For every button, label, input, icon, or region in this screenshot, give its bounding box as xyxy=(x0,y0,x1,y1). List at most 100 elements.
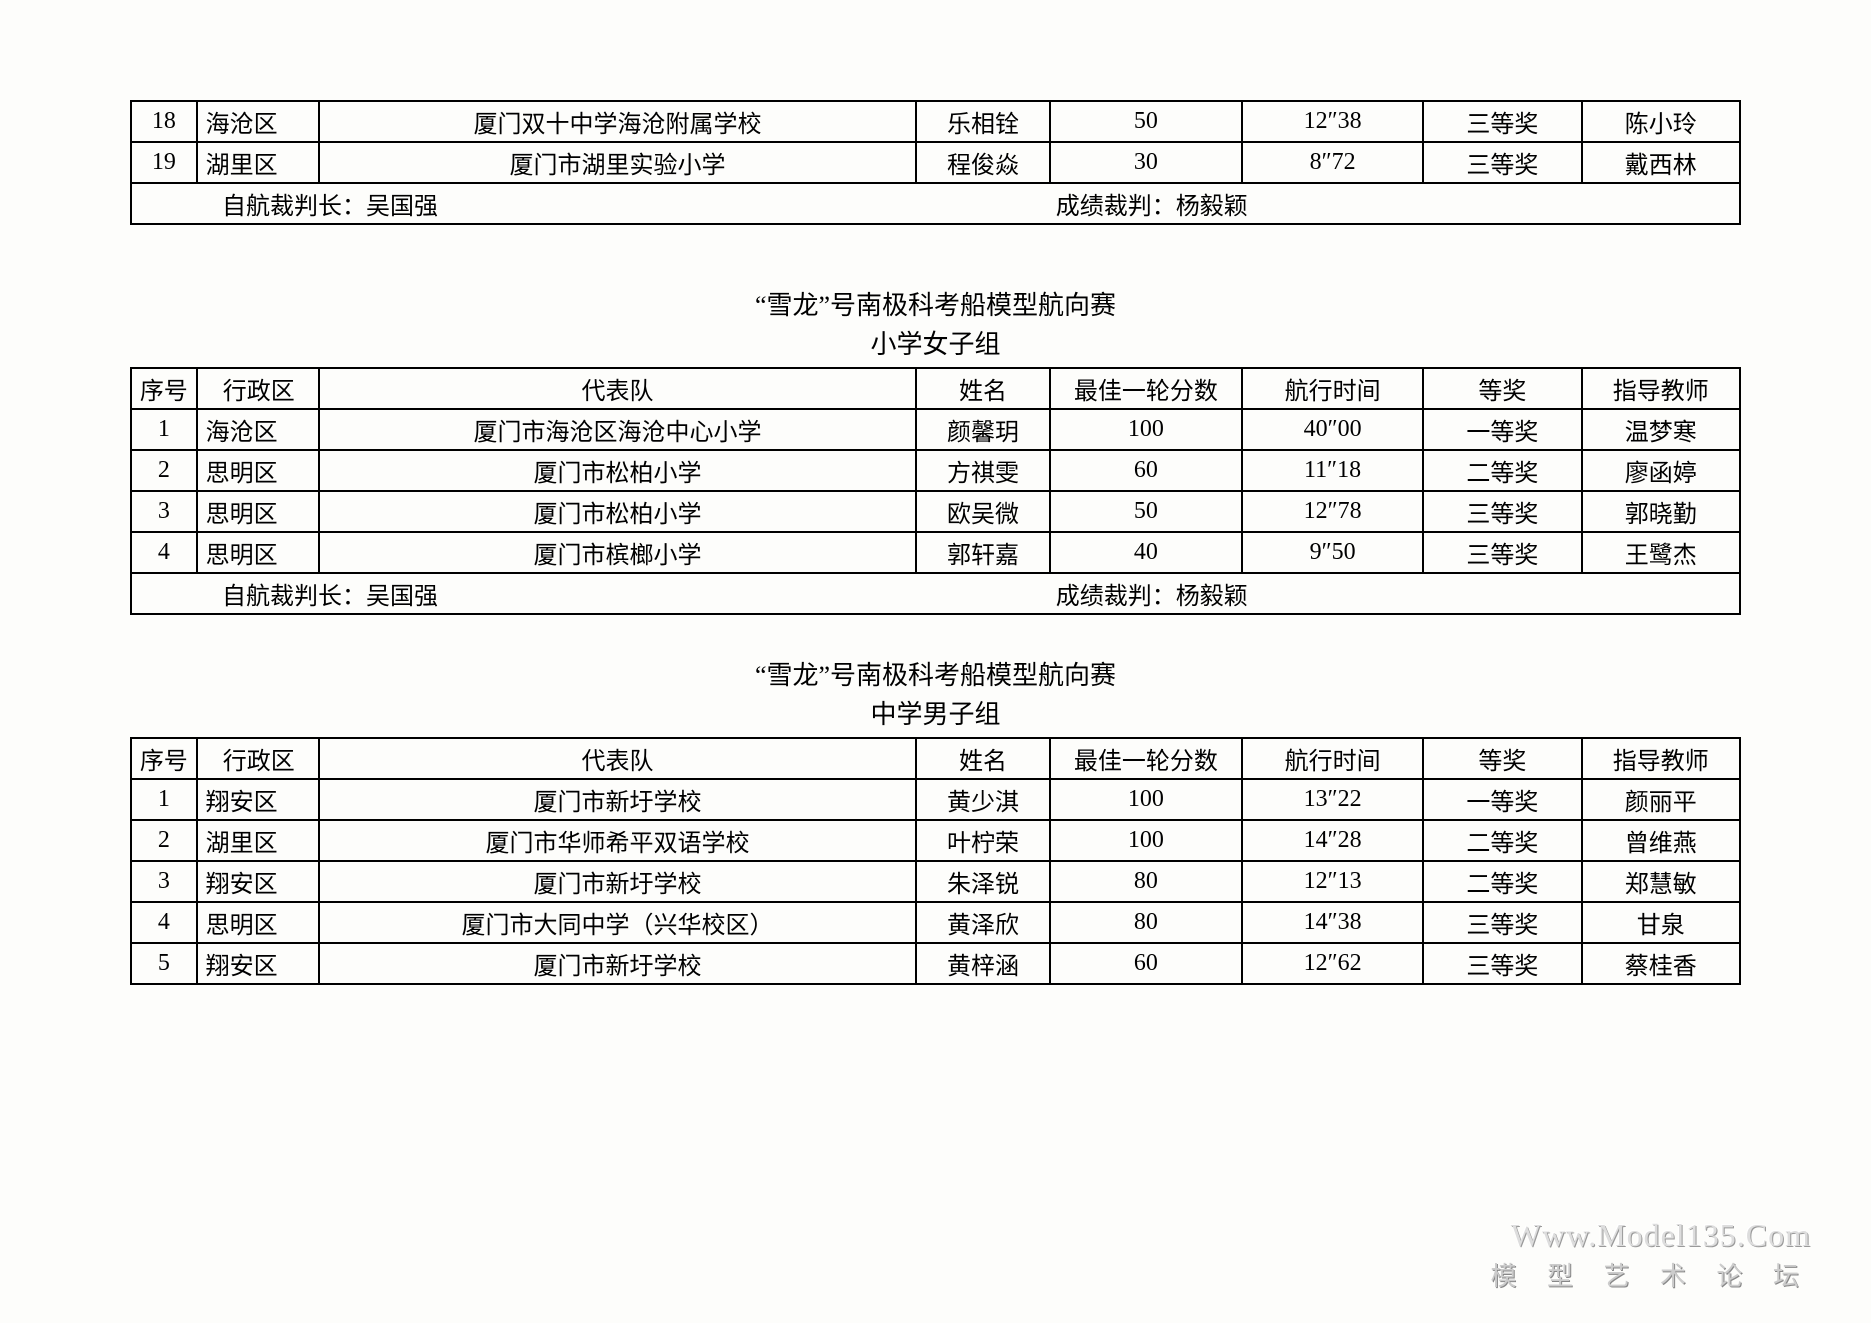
results-table-section2: 序号 行政区 代表队 姓名 最佳一轮分数 航行时间 等奖 指导教师 1海沧区厦门… xyxy=(130,367,1741,615)
cell-score: 60 xyxy=(1050,943,1242,984)
cell-teacher: 廖函婷 xyxy=(1582,450,1740,491)
header-teacher: 指导教师 xyxy=(1582,738,1740,779)
cell-award: 三等奖 xyxy=(1423,532,1581,573)
section2-subtitle: 小学女子组 xyxy=(130,324,1741,361)
table-row: 1翔安区厦门市新圩学校黄少淇10013″22一等奖颜丽平 xyxy=(131,779,1740,820)
header-teacher: 指导教师 xyxy=(1582,368,1740,409)
cell-seq: 1 xyxy=(131,779,197,820)
cell-time: 12″78 xyxy=(1242,491,1423,532)
cell-district: 思明区 xyxy=(197,902,319,943)
cell-award: 三等奖 xyxy=(1423,491,1581,532)
table-row: 1海沧区厦门市海沧区海沧中心小学颜馨玥10040″00一等奖温梦寒 xyxy=(131,409,1740,450)
table-row: 19湖里区厦门市湖里实验小学程俊焱308″72三等奖戴西林 xyxy=(131,142,1740,183)
cell-teacher: 郑慧敏 xyxy=(1582,861,1740,902)
cell-score: 80 xyxy=(1050,902,1242,943)
cell-name: 叶柠荣 xyxy=(916,820,1050,861)
cell-time: 12″13 xyxy=(1242,861,1423,902)
cell-district: 湖里区 xyxy=(197,820,319,861)
cell-score: 60 xyxy=(1050,450,1242,491)
table-row: 3翔安区厦门市新圩学校朱泽锐8012″13二等奖郑慧敏 xyxy=(131,861,1740,902)
cell-team: 厦门市松柏小学 xyxy=(319,491,916,532)
header-time: 航行时间 xyxy=(1242,368,1423,409)
cell-name: 郭轩嘉 xyxy=(916,532,1050,573)
cell-award: 二等奖 xyxy=(1423,820,1581,861)
cell-time: 12″62 xyxy=(1242,943,1423,984)
table-row: 3思明区厦门市松柏小学欧吴微5012″78三等奖郭晓勤 xyxy=(131,491,1740,532)
header-score: 最佳一轮分数 xyxy=(1050,368,1242,409)
table-row: 5翔安区厦门市新圩学校黄梓涵6012″62三等奖蔡桂香 xyxy=(131,943,1740,984)
cell-time: 40″00 xyxy=(1242,409,1423,450)
cell-award: 二等奖 xyxy=(1423,861,1581,902)
table-row: 2思明区厦门市松柏小学方祺雯6011″18二等奖廖函婷 xyxy=(131,450,1740,491)
cell-district: 思明区 xyxy=(197,450,319,491)
header-name: 姓名 xyxy=(916,368,1050,409)
section3-subtitle: 中学男子组 xyxy=(130,694,1741,731)
header-time: 航行时间 xyxy=(1242,738,1423,779)
cell-name: 欧吴微 xyxy=(916,491,1050,532)
cell-seq: 5 xyxy=(131,943,197,984)
cell-teacher: 温梦寒 xyxy=(1582,409,1740,450)
header-name: 姓名 xyxy=(916,738,1050,779)
cell-name: 方祺雯 xyxy=(916,450,1050,491)
cell-district: 海沧区 xyxy=(197,409,319,450)
header-seq: 序号 xyxy=(131,368,197,409)
cell-team: 厦门市湖里实验小学 xyxy=(319,142,916,183)
cell-seq: 1 xyxy=(131,409,197,450)
table-row: 2湖里区厦门市华师希平双语学校叶柠荣10014″28二等奖曾维燕 xyxy=(131,820,1740,861)
cell-time: 14″28 xyxy=(1242,820,1423,861)
cell-seq: 2 xyxy=(131,450,197,491)
cell-seq: 18 xyxy=(131,101,197,142)
cell-award: 三等奖 xyxy=(1423,943,1581,984)
watermark-cn: 模 型 艺 术 论 坛 xyxy=(1490,1256,1811,1293)
cell-teacher: 戴西林 xyxy=(1582,142,1740,183)
watermark-url: Www.Model135.Com xyxy=(1490,1217,1811,1254)
cell-score: 30 xyxy=(1050,142,1242,183)
cell-name: 黄少淇 xyxy=(916,779,1050,820)
watermark: Www.Model135.Com 模 型 艺 术 论 坛 xyxy=(1490,1217,1811,1293)
cell-score: 100 xyxy=(1050,779,1242,820)
score-judge: 成绩裁判：杨毅颖 xyxy=(1050,183,1740,224)
cell-seq: 3 xyxy=(131,861,197,902)
judges-row: 自航裁判长：吴国强 成绩裁判：杨毅颖 xyxy=(131,183,1740,224)
cell-team: 厦门市华师希平双语学校 xyxy=(319,820,916,861)
cell-teacher: 郭晓勤 xyxy=(1582,491,1740,532)
cell-team: 厦门市大同中学（兴华校区） xyxy=(319,902,916,943)
header-team: 代表队 xyxy=(319,368,916,409)
results-table-top: 18海沧区厦门双十中学海沧附属学校乐相铨5012″38三等奖陈小玲19湖里区厦门… xyxy=(130,100,1741,225)
header-award: 等奖 xyxy=(1423,368,1581,409)
table-header-row: 序号 行政区 代表队 姓名 最佳一轮分数 航行时间 等奖 指导教师 xyxy=(131,738,1740,779)
cell-name: 朱泽锐 xyxy=(916,861,1050,902)
cell-district: 思明区 xyxy=(197,491,319,532)
judges-row: 自航裁判长：吴国强 成绩裁判：杨毅颖 xyxy=(131,573,1740,614)
cell-score: 50 xyxy=(1050,491,1242,532)
table-header-row: 序号 行政区 代表队 姓名 最佳一轮分数 航行时间 等奖 指导教师 xyxy=(131,368,1740,409)
header-award: 等奖 xyxy=(1423,738,1581,779)
cell-teacher: 曾维燕 xyxy=(1582,820,1740,861)
cell-team: 厦门市松柏小学 xyxy=(319,450,916,491)
table-row: 4思明区厦门市大同中学（兴华校区）黄泽欣8014″38三等奖甘泉 xyxy=(131,902,1740,943)
cell-seq: 2 xyxy=(131,820,197,861)
cell-teacher: 王鹭杰 xyxy=(1582,532,1740,573)
cell-team: 厦门市海沧区海沧中心小学 xyxy=(319,409,916,450)
cell-time: 9″50 xyxy=(1242,532,1423,573)
cell-award: 一等奖 xyxy=(1423,409,1581,450)
cell-award: 二等奖 xyxy=(1423,450,1581,491)
cell-district: 翔安区 xyxy=(197,861,319,902)
cell-district: 翔安区 xyxy=(197,943,319,984)
cell-seq: 4 xyxy=(131,902,197,943)
chief-judge: 自航裁判长：吴国强 xyxy=(131,183,1050,224)
cell-district: 思明区 xyxy=(197,532,319,573)
cell-team: 厦门市新圩学校 xyxy=(319,861,916,902)
cell-district: 翔安区 xyxy=(197,779,319,820)
cell-time: 12″38 xyxy=(1242,101,1423,142)
cell-name: 黄梓涵 xyxy=(916,943,1050,984)
cell-score: 40 xyxy=(1050,532,1242,573)
cell-seq: 4 xyxy=(131,532,197,573)
cell-name: 颜馨玥 xyxy=(916,409,1050,450)
cell-district: 海沧区 xyxy=(197,101,319,142)
table-row: 18海沧区厦门双十中学海沧附属学校乐相铨5012″38三等奖陈小玲 xyxy=(131,101,1740,142)
cell-time: 11″18 xyxy=(1242,450,1423,491)
cell-time: 14″38 xyxy=(1242,902,1423,943)
cell-teacher: 甘泉 xyxy=(1582,902,1740,943)
results-table-section3: 序号 行政区 代表队 姓名 最佳一轮分数 航行时间 等奖 指导教师 1翔安区厦门… xyxy=(130,737,1741,985)
